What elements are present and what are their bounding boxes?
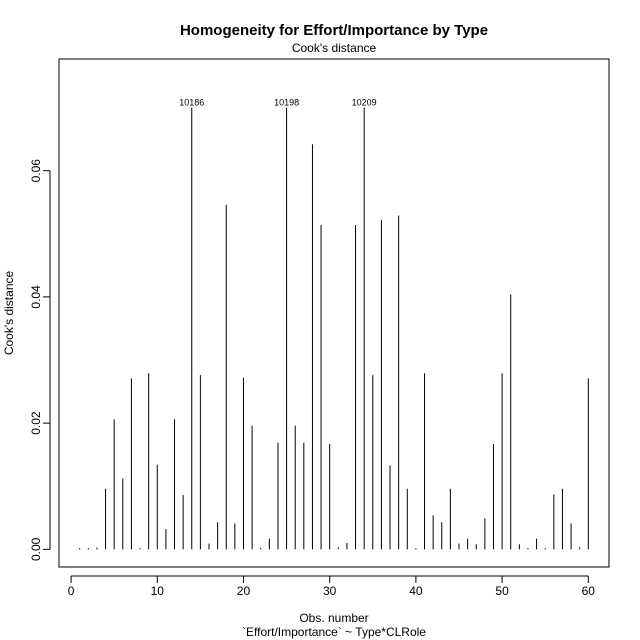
x-axis-formula: `Effort/Importance` ~ Type*CLRole xyxy=(242,625,426,639)
y-axis: 0.00 0.02 0.04 0.06 xyxy=(29,159,51,561)
x-tick-label: 10 xyxy=(151,584,165,598)
y-tick-label: 0.04 xyxy=(29,285,43,309)
point-labels-group: 10186 10198 10209 xyxy=(179,98,376,108)
point-label-10209: 10209 xyxy=(352,98,377,108)
point-label-10186: 10186 xyxy=(179,98,204,108)
x-tick-label: 60 xyxy=(582,584,596,598)
x-tick-label: 0 xyxy=(68,584,75,598)
bars-group xyxy=(79,107,589,550)
x-tick-label: 50 xyxy=(495,584,509,598)
chart-subtitle: Cook's distance xyxy=(292,41,377,55)
y-tick-label: 0.00 xyxy=(29,537,43,561)
y-tick-label: 0.06 xyxy=(29,159,43,183)
x-tick-label: 30 xyxy=(323,584,337,598)
x-axis: 0 10 20 30 40 50 60 xyxy=(68,575,596,598)
y-axis-label: Cook's distance xyxy=(2,271,16,356)
point-label-10198: 10198 xyxy=(274,98,299,108)
x-axis-label: Obs. number xyxy=(299,611,368,625)
x-tick-label: 40 xyxy=(409,584,423,598)
y-tick-label: 0.02 xyxy=(29,411,43,435)
plot-frame xyxy=(58,58,610,568)
chart-title: Homogeneity for Effort/Importance by Typ… xyxy=(180,22,488,39)
x-tick-label: 20 xyxy=(237,584,251,598)
